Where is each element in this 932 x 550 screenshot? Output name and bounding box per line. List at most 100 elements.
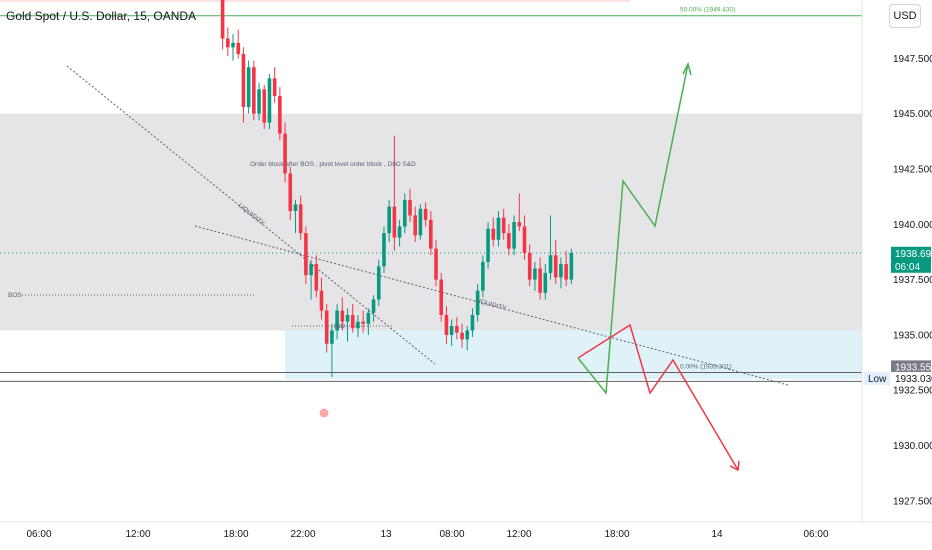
candle-body	[298, 204, 303, 234]
price-countdown: 06:04	[895, 262, 920, 273]
candle-body	[444, 314, 449, 335]
candle-body	[501, 217, 506, 234]
candle-body	[486, 228, 490, 262]
price-label: 1933.554	[895, 362, 932, 373]
candle-body	[278, 96, 282, 134]
candle-body	[231, 42, 235, 48]
order-block-label: Order block after BOS , pivot level orde…	[250, 161, 416, 168]
bullish-arrowhead	[682, 61, 692, 76]
candle-body	[324, 310, 329, 344]
bos-label: BOS	[8, 292, 22, 299]
x-tick-label: 13	[380, 529, 392, 540]
candle-body	[460, 332, 464, 340]
candle-body	[246, 67, 251, 108]
candle-body	[335, 310, 339, 331]
price-label-bg	[891, 246, 931, 273]
candle-body	[408, 199, 412, 216]
candle-body	[465, 330, 470, 340]
x-tick-label: 18:00	[223, 529, 248, 540]
y-tick-label: 1930.000	[893, 441, 932, 452]
candle-body	[548, 255, 553, 273]
bearish-arrowhead	[729, 460, 740, 472]
candle-body	[382, 233, 386, 267]
candle-body	[293, 204, 298, 212]
x-tick-label: 08:00	[439, 529, 464, 540]
candle-body	[418, 208, 423, 236]
candle-body	[564, 264, 568, 280]
candle-body	[470, 314, 475, 331]
candle-body	[241, 53, 246, 108]
price-axis-bg	[862, 0, 932, 550]
candle-body	[272, 78, 277, 97]
liquidity-trendline-1	[66, 65, 436, 365]
candle-body	[356, 321, 360, 329]
fib-label: 0.00% (1933.301)	[680, 363, 732, 370]
candle-body	[283, 133, 287, 174]
y-tick-label: 1927.500	[893, 496, 932, 507]
ind-label: IND	[334, 323, 346, 330]
symbol-title: Gold Spot / U.S. Dollar, 15, OANDA	[6, 9, 197, 23]
currency-button[interactable]: USD	[889, 4, 921, 28]
candle-body	[533, 268, 537, 280]
candle-body	[309, 264, 313, 276]
candle-body	[429, 219, 433, 249]
candle-body	[392, 206, 397, 238]
candle-body	[455, 326, 459, 333]
x-tick-label: 18:00	[604, 529, 629, 540]
price-tag-label: Low	[868, 374, 887, 385]
x-tick-label: 22:00	[290, 529, 315, 540]
candle-body	[413, 215, 417, 236]
candle-body	[559, 264, 563, 278]
price-label: 1938.690	[895, 249, 932, 260]
candle-body	[314, 264, 319, 291]
candle-body	[543, 272, 548, 293]
candle-body	[226, 38, 230, 48]
candle-body	[397, 226, 402, 238]
candle-body	[252, 67, 256, 114]
candle-body	[538, 268, 542, 293]
top-zone-strip	[0, 0, 630, 2]
candle-body	[340, 310, 345, 322]
candle-body	[371, 299, 376, 313]
candle-body	[236, 42, 241, 54]
y-tick-label: 1945.000	[893, 109, 932, 120]
y-tick-label: 1932.500	[893, 386, 932, 397]
price-label: 1933.030	[895, 374, 932, 385]
x-tick-label: 14	[711, 529, 723, 540]
candle-body	[496, 217, 501, 240]
candle-body	[553, 255, 558, 278]
candle-body	[376, 266, 381, 300]
candle-body	[402, 199, 407, 227]
candle-body	[257, 89, 261, 114]
candle-body	[220, 0, 225, 39]
candle-body	[517, 222, 522, 227]
candle-body	[361, 321, 365, 324]
candle-body	[345, 314, 350, 322]
x-tick-label: 06:00	[803, 529, 828, 540]
bullish-projection	[577, 63, 689, 395]
candle-body	[491, 228, 496, 240]
y-tick-label: 1940.000	[893, 220, 932, 231]
candle-body	[527, 253, 532, 280]
time-axis-bg	[0, 522, 932, 550]
candle-body	[434, 248, 438, 280]
low-marker	[319, 408, 329, 418]
y-tick-label: 1947.500	[893, 54, 932, 65]
candle-body	[350, 314, 355, 329]
price-tag-bg	[864, 371, 890, 385]
y-tick-label: 1942.500	[893, 165, 932, 176]
candle-body	[304, 233, 308, 276]
candle-body	[449, 326, 454, 335]
candle-body	[522, 226, 527, 254]
candle-body	[423, 208, 428, 220]
candle-body	[475, 290, 480, 315]
x-tick-label: 06:00	[26, 529, 51, 540]
candle-body	[366, 312, 371, 324]
candle-body	[481, 261, 485, 291]
candle-body	[569, 253, 574, 280]
candle-body	[288, 173, 293, 212]
candle-body	[262, 89, 267, 123]
price-label-bg	[891, 360, 931, 374]
